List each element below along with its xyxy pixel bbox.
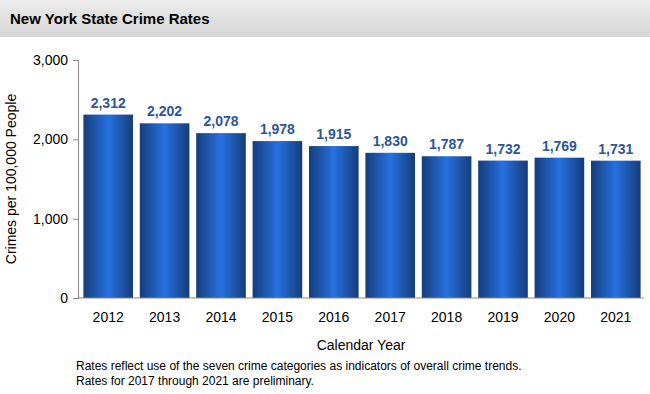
axis-line bbox=[78, 298, 644, 299]
tick-label: 0 bbox=[60, 290, 68, 306]
title-band bbox=[0, 0, 650, 37]
tick: 2020 bbox=[544, 298, 575, 325]
bar bbox=[365, 153, 415, 298]
data-label: 1,978 bbox=[260, 121, 295, 137]
tick-label: 2018 bbox=[431, 309, 462, 325]
notes: Rates reflect use of the seven crime cat… bbox=[76, 359, 522, 388]
tick-label: 3,000 bbox=[33, 52, 68, 68]
x-axis-title: Calendar Year bbox=[317, 337, 406, 353]
tick: 0 bbox=[60, 290, 78, 306]
bar bbox=[196, 133, 246, 298]
data-label: 1,830 bbox=[373, 133, 408, 149]
title: New York State Crime Rates bbox=[10, 10, 210, 27]
tick-label: 2,000 bbox=[33, 131, 68, 147]
bar bbox=[253, 141, 303, 298]
y-axis: 0 1,000 2,000 3,000 bbox=[33, 52, 79, 306]
tick-mark bbox=[73, 60, 78, 61]
tick-label: 2019 bbox=[487, 309, 518, 325]
data-label: 1,732 bbox=[485, 141, 520, 157]
tick: 3,000 bbox=[33, 52, 78, 68]
tick: 2017 bbox=[375, 298, 406, 325]
tick-label: 2015 bbox=[262, 309, 293, 325]
axis-line bbox=[73, 61, 79, 299]
bar bbox=[83, 115, 133, 298]
tick: 2012 bbox=[93, 298, 124, 325]
tick: 2015 bbox=[262, 298, 293, 325]
y-axis-title: Crimes per 100,000 People bbox=[3, 94, 19, 265]
data-label: 2,078 bbox=[203, 113, 238, 129]
tick-mark bbox=[73, 298, 78, 299]
bar bbox=[140, 123, 190, 298]
tick-mark bbox=[73, 139, 78, 140]
bar bbox=[309, 146, 359, 298]
data-label: 1,787 bbox=[429, 136, 464, 152]
tick-label: 2013 bbox=[149, 309, 180, 325]
tick-label: 2021 bbox=[600, 309, 631, 325]
data-label: 1,731 bbox=[598, 141, 633, 157]
bar bbox=[591, 161, 641, 298]
tick: 2021 bbox=[600, 298, 631, 325]
tick: 2,000 bbox=[33, 131, 78, 147]
tick-label: 2020 bbox=[544, 309, 575, 325]
data-labels: 2,312 2,202 2,078 1,978 1,915 1,830 1,787 1,732… bbox=[91, 95, 634, 157]
note: Rates for 2017 through 2021 are prelimin… bbox=[76, 374, 314, 388]
data-label: 2,312 bbox=[91, 95, 126, 111]
note: Rates reflect use of the seven crime cat… bbox=[76, 359, 522, 373]
tick-label: 2016 bbox=[318, 309, 349, 325]
bar bbox=[535, 158, 585, 298]
tick-label: 1,000 bbox=[33, 211, 68, 227]
tick-label: 2012 bbox=[93, 309, 124, 325]
data-label: 2,202 bbox=[147, 103, 182, 119]
bar bbox=[422, 156, 472, 298]
x-axis: 2012 2013 2014 2015 2016 2017 2018 2019 2020 2021 bbox=[78, 298, 644, 325]
tick: 2019 bbox=[487, 298, 518, 325]
chart: New York State Crime Rates 0 1,000 2,000 3,0… bbox=[0, 0, 650, 394]
tick: 1,000 bbox=[33, 211, 78, 227]
tick: 2013 bbox=[149, 298, 180, 325]
data-label: 1,915 bbox=[316, 126, 351, 142]
tick: 2016 bbox=[318, 298, 349, 325]
tick-label: 2014 bbox=[205, 309, 236, 325]
tick-mark bbox=[73, 219, 78, 220]
tick: 2018 bbox=[431, 298, 462, 325]
bars bbox=[83, 115, 640, 298]
data-label: 1,769 bbox=[542, 138, 577, 154]
bar bbox=[478, 161, 528, 298]
tick-label: 2017 bbox=[375, 309, 406, 325]
tick: 2014 bbox=[205, 298, 236, 325]
